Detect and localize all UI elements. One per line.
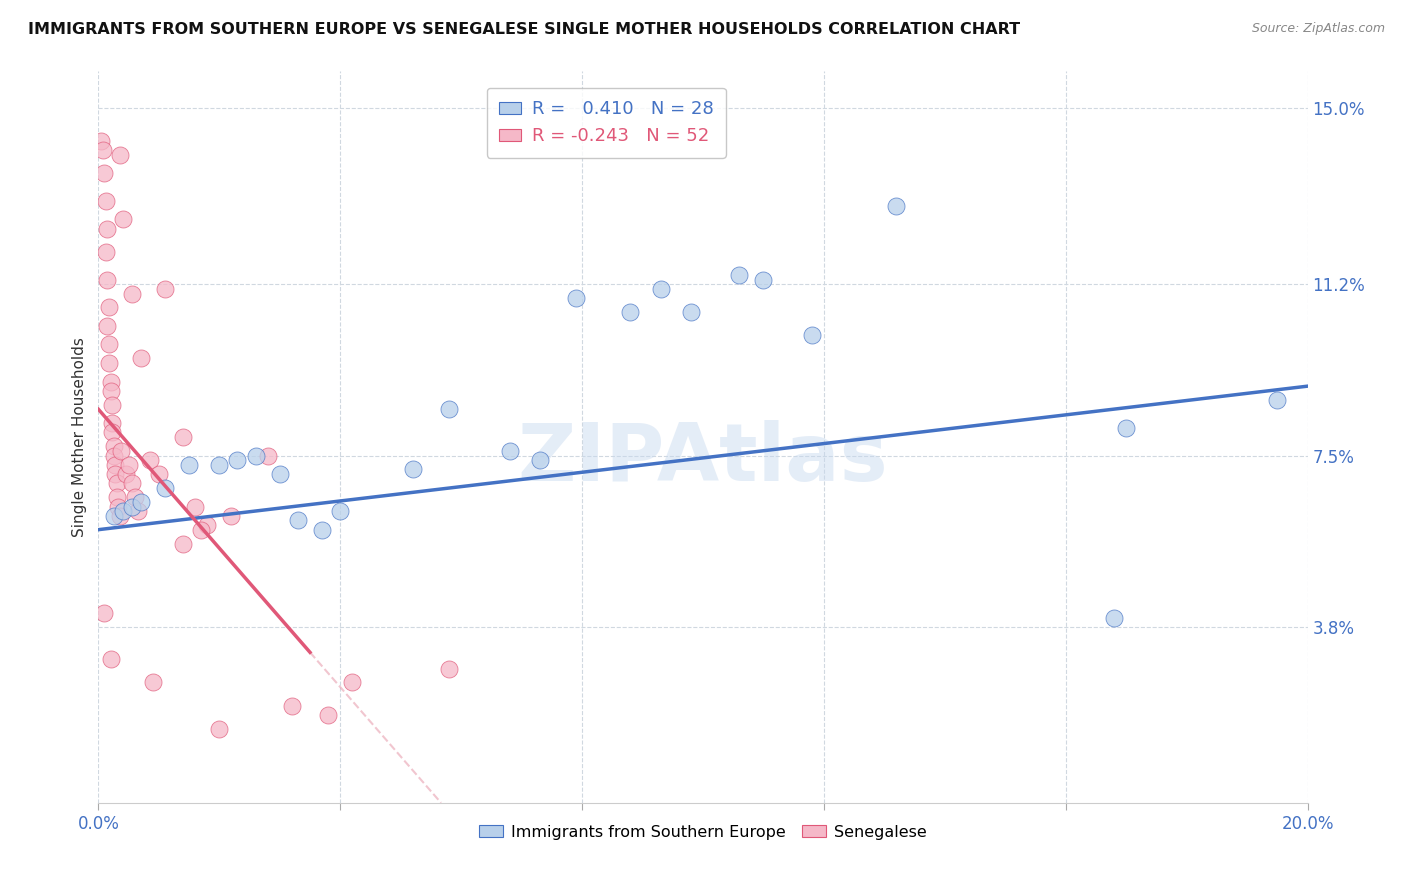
Y-axis label: Single Mother Households: Single Mother Households (72, 337, 87, 537)
Point (179, 458, 201, 472)
Point (342, 675, 364, 690)
Legend: Immigrants from Southern Europe, Senegalese: Immigrants from Southern Europe, Senegal… (472, 818, 934, 846)
Point (221, 508, 243, 523)
Point (100, 425, 122, 440)
Point (752, 273, 775, 287)
Point (93, 606, 115, 620)
Point (100, 652, 122, 666)
Point (105, 476, 128, 491)
Point (98, 337, 121, 351)
Point (402, 462, 425, 476)
Point (195, 518, 218, 533)
Point (281, 698, 304, 713)
Point (127, 504, 149, 518)
Point (226, 453, 249, 467)
Point (329, 504, 352, 518)
Point (287, 513, 309, 527)
Point (96, 273, 118, 287)
Point (111, 212, 134, 227)
Point (437, 402, 460, 417)
Point (103, 508, 125, 523)
Point (121, 500, 143, 514)
Point (121, 476, 143, 491)
Point (93, 166, 115, 180)
Point (245, 449, 267, 463)
Point (190, 523, 212, 537)
Point (139, 453, 162, 467)
Text: IMMIGRANTS FROM SOUTHERN EUROPE VS SENEGALESE SINGLE MOTHER HOUSEHOLDS CORRELATI: IMMIGRANTS FROM SOUTHERN EUROPE VS SENEG… (28, 22, 1021, 37)
Point (121, 286, 143, 301)
Point (679, 305, 702, 319)
Point (184, 500, 207, 514)
Point (104, 467, 127, 482)
Point (886, 199, 908, 213)
Point (1115, 421, 1137, 435)
Point (98, 356, 121, 370)
Point (108, 508, 131, 523)
Point (90, 134, 112, 148)
Point (107, 500, 129, 514)
Point (100, 398, 122, 412)
Point (1267, 392, 1289, 407)
Point (153, 282, 176, 296)
Point (153, 481, 176, 495)
Point (311, 523, 333, 537)
Point (114, 467, 136, 482)
Point (104, 458, 127, 472)
Point (110, 444, 132, 458)
Point (1102, 610, 1125, 624)
Point (105, 490, 128, 504)
Point (498, 444, 520, 458)
Point (529, 453, 551, 467)
Text: Source: ZipAtlas.com: Source: ZipAtlas.com (1251, 22, 1385, 36)
Point (94, 194, 117, 208)
Point (108, 147, 131, 161)
Point (124, 490, 146, 504)
Point (100, 384, 122, 398)
Point (172, 430, 194, 444)
Point (103, 439, 125, 453)
Point (208, 722, 231, 736)
Text: ZIPAtlas: ZIPAtlas (517, 420, 889, 498)
Point (316, 707, 339, 722)
Point (94, 244, 117, 259)
Point (100, 416, 122, 430)
Point (565, 291, 588, 305)
Point (437, 661, 460, 675)
Point (619, 305, 641, 319)
Point (100, 375, 122, 389)
Point (148, 467, 170, 482)
Point (129, 495, 152, 509)
Point (96, 318, 118, 333)
Point (208, 458, 231, 472)
Point (129, 351, 152, 366)
Point (256, 449, 278, 463)
Point (91, 143, 114, 157)
Point (118, 458, 141, 472)
Point (269, 467, 291, 482)
Point (650, 282, 672, 296)
Point (111, 504, 134, 518)
Point (103, 449, 125, 463)
Point (98, 301, 121, 315)
Point (142, 675, 165, 690)
Point (800, 328, 823, 343)
Point (728, 268, 751, 282)
Point (172, 536, 194, 550)
Point (96, 221, 118, 235)
